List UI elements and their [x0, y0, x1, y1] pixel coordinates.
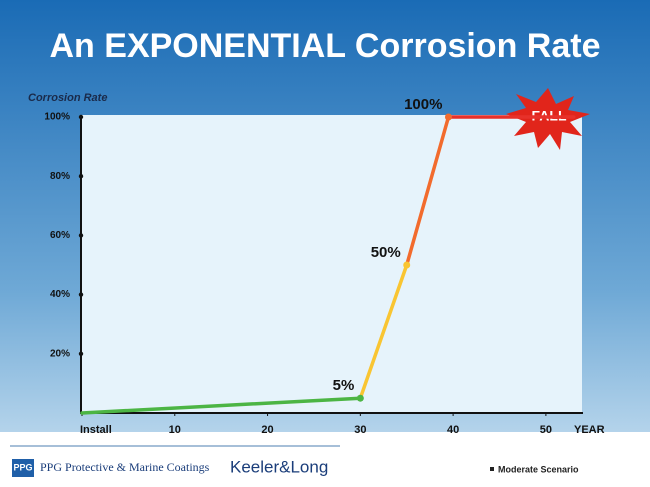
line-segment	[80, 396, 363, 415]
plot-area	[80, 115, 582, 413]
y-tick	[78, 174, 84, 179]
point	[444, 113, 452, 121]
ppg-logo-text: PPG	[13, 462, 32, 472]
data-label: 5%	[333, 377, 355, 394]
x-tick-label: 20	[261, 424, 273, 436]
chart-title: An EXPONENTIAL Corrosion Rate	[50, 27, 601, 65]
legend-label: Moderate Scenario	[498, 464, 579, 474]
y-tick-label: 20%	[50, 348, 70, 359]
x-tick-label: 40	[447, 424, 459, 436]
point	[403, 261, 411, 269]
fall-burst	[506, 88, 590, 150]
partner-name: Keeler&Long	[230, 457, 328, 476]
y-tick	[78, 292, 84, 297]
ppg-logo	[12, 459, 34, 477]
x-axis-label: YEAR	[574, 424, 605, 436]
y-tick-label: 40%	[50, 289, 70, 300]
x-tick-label: 30	[354, 424, 366, 436]
y-tick-label: 100%	[44, 112, 70, 123]
line-segment	[358, 263, 409, 400]
x-tick-label: Install	[80, 424, 112, 436]
y-tick	[78, 114, 84, 120]
data-label: 50%	[371, 244, 401, 261]
point	[356, 394, 364, 402]
data-label: 100%	[404, 96, 442, 113]
y-tick-label: 80%	[50, 171, 70, 182]
line-segment	[404, 115, 451, 267]
y-tick	[78, 351, 84, 356]
company-name: PPG Protective & Marine Coatings	[40, 460, 210, 474]
y-tick-label: 60%	[50, 230, 70, 241]
x-tick-label: 50	[540, 424, 552, 436]
x-tick-label: 10	[169, 424, 181, 436]
footer-band	[0, 432, 650, 487]
y-tick	[78, 233, 84, 238]
y-axis-label: Corrosion Rate	[28, 92, 107, 104]
legend-marker	[490, 467, 494, 471]
